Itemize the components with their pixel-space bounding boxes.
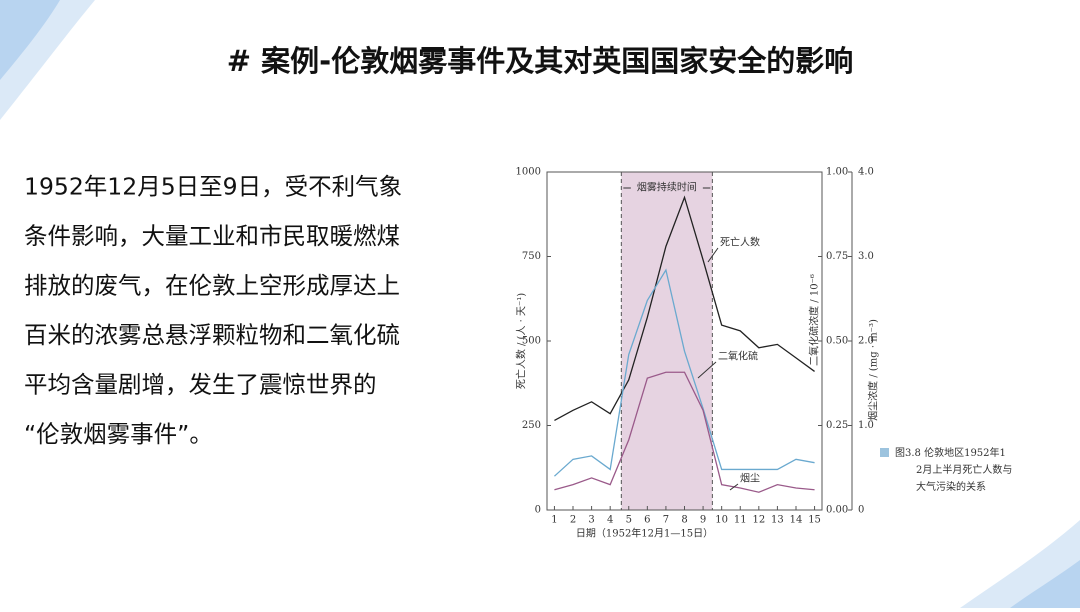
- x-axis-label: 日期（1952年12月1—15日）: [576, 527, 713, 540]
- y3-axis-label: 烟尘浓度 / (mg · m⁻³): [867, 319, 880, 421]
- series-line: [554, 195, 815, 422]
- shaded-span: [621, 172, 713, 510]
- corner-decoration: [1010, 560, 1080, 608]
- y3-tick-label: 3.0: [858, 251, 874, 262]
- x-tick-label: 15: [808, 515, 821, 526]
- y-tick-label: 0: [535, 505, 541, 516]
- series-line: [554, 371, 815, 493]
- y3-tick-label: 4.0: [858, 167, 874, 178]
- corner-decoration: [0, 0, 60, 80]
- y3-tick-label: 2.0: [858, 336, 874, 347]
- label-pointer: [707, 247, 719, 263]
- x-tick-label: 13: [771, 515, 784, 526]
- body-line: “伦敦烟雾事件”。: [24, 420, 213, 448]
- x-tick-label: 14: [790, 515, 803, 526]
- label-pointer: [729, 483, 739, 491]
- x-tick-label: 10: [715, 515, 728, 526]
- slide-title: # 案例-伦敦烟雾事件及其对英国国家安全的影响: [227, 44, 853, 78]
- x-tick-label: 6: [644, 515, 650, 526]
- x-tick-label: 1: [551, 515, 557, 526]
- y2-tick-label: 0.00: [826, 505, 848, 516]
- y-tick-label: 1000: [516, 167, 541, 178]
- y3-tick-label: 0: [858, 505, 864, 516]
- x-tick-label: 5: [626, 515, 632, 526]
- y3-tick-label: 1.0: [858, 420, 874, 431]
- x-tick-label: 8: [681, 515, 687, 526]
- series-label: 死亡人数: [720, 236, 760, 249]
- x-tick-label: 12: [752, 515, 765, 526]
- caption-marker: [880, 448, 889, 457]
- x-tick-label: 2: [570, 515, 576, 526]
- caption: 图3.8 伦敦地区1952年1 2月上半月死亡人数与大气污染的关系: [895, 446, 1012, 493]
- series-label: 二氧化硫: [718, 350, 758, 363]
- x-tick-label: 11: [734, 515, 747, 526]
- series-label: 烟尘: [740, 472, 760, 485]
- span-label: 烟雾持续时间: [637, 181, 697, 194]
- caption-text: 图3.8 伦敦地区1952年1 2月上半月死亡人数与大气污染的关系: [895, 446, 1012, 493]
- x-tick-label: 4: [607, 515, 613, 526]
- label-pointer: [697, 361, 717, 379]
- y2-tick-label: 1.00: [826, 167, 848, 178]
- x-tick-label: 3: [588, 515, 594, 526]
- body-line: 排放的废气，在伦敦上空形成厚达上: [24, 272, 400, 300]
- y-tick-label: 250: [522, 420, 541, 431]
- y2-tick-label: 0.25: [826, 420, 848, 431]
- y-tick-label: 500: [522, 336, 541, 347]
- y-tick-label: 750: [522, 251, 541, 262]
- body-text: 1952年12月5日至9日，受不利气象条件影响，大量工业和市民取暖燃煤排放的废气…: [24, 173, 402, 449]
- y-axis-label: 死亡人数 / (人 · 天⁻¹): [515, 293, 528, 389]
- body-line: 条件影响，大量工业和市民取暖燃煤: [24, 222, 400, 250]
- y2-tick-label: 0.75: [826, 251, 848, 262]
- x-tick-label: 9: [700, 515, 706, 526]
- series-line: [553, 268, 815, 477]
- y2-axis-label: 二氧化硫浓度 / 10⁻⁶: [808, 274, 821, 366]
- x-tick-label: 7: [663, 515, 669, 526]
- y2-tick-label: 0.50: [826, 336, 848, 347]
- body-line: 百米的浓雾总悬浮颗粒物和二氧化硫: [24, 321, 400, 349]
- body-line: 平均含量剧增，发生了震惊世界的: [24, 371, 377, 399]
- body-line: 1952年12月5日至9日，受不利气象: [24, 173, 402, 201]
